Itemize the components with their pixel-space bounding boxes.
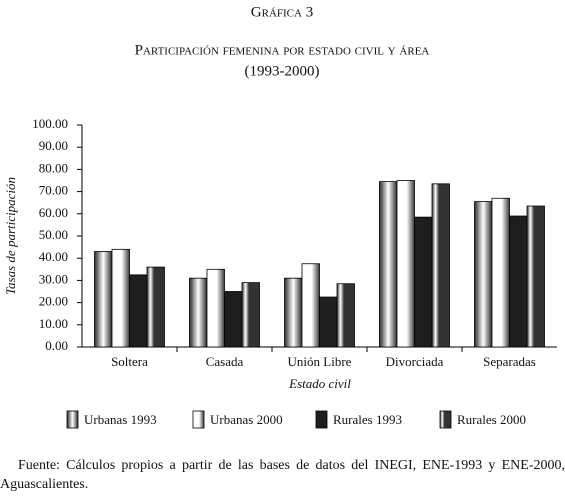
y-tick-label: 70.00 — [39, 183, 68, 198]
chart-subtitle: (1993-2000) — [245, 63, 320, 79]
source-note: Fuente: Cálculos propios a partir de las… — [0, 458, 565, 492]
bar — [336, 283, 355, 348]
legend-swatch — [315, 410, 328, 429]
bar — [526, 205, 545, 348]
y-tick-label: 100.00 — [32, 116, 68, 131]
bar — [146, 266, 165, 348]
legend-label: Urbanas 1993 — [84, 412, 157, 427]
bar — [241, 282, 260, 348]
y-tick-label: 50.00 — [39, 227, 68, 242]
bar — [319, 296, 338, 348]
bar — [301, 263, 320, 348]
y-tick-label: 90.00 — [39, 138, 68, 153]
y-tick-label: 60.00 — [39, 205, 68, 220]
legend-swatch — [192, 410, 205, 429]
bar — [396, 180, 415, 348]
chart-title: Participación femenina por estado civil … — [135, 42, 430, 58]
legend-label: Rurales 2000 — [457, 412, 526, 427]
x-tick-label: Unión Libre — [288, 354, 352, 369]
legend-swatch — [66, 410, 79, 429]
chart: Gráfica 3 Participación femenina por est… — [3, 4, 557, 429]
legend-swatch — [439, 410, 452, 429]
bar — [379, 181, 398, 348]
chart-heading: Gráfica 3 — [251, 4, 313, 20]
x-tick-label: Soltera — [111, 354, 148, 369]
legend-label: Rurales 1993 — [333, 412, 402, 427]
y-tick-label: 80.00 — [39, 160, 68, 175]
bar — [206, 268, 225, 348]
x-tick-label: Separadas — [483, 354, 536, 369]
bar — [474, 201, 493, 348]
y-tick-label: 20.00 — [39, 294, 68, 309]
bar — [189, 277, 208, 348]
bar — [431, 183, 450, 348]
bar — [224, 291, 243, 348]
x-tick-label: Divorciada — [386, 354, 444, 369]
bar — [284, 277, 303, 348]
x-tick-label: Casada — [206, 354, 244, 369]
bar — [129, 274, 148, 348]
bar — [491, 197, 510, 348]
y-tick-label: 30.00 — [39, 271, 68, 286]
bar — [94, 251, 113, 348]
bar — [414, 216, 433, 348]
y-tick-label: 0.00 — [45, 338, 68, 353]
bar — [111, 248, 130, 348]
bar — [509, 215, 528, 348]
y-tick-label: 10.00 — [39, 316, 68, 331]
legend-label: Urbanas 2000 — [210, 412, 283, 427]
y-axis-label: Tasas de participación — [3, 177, 18, 295]
x-axis-label: Estado civil — [288, 376, 351, 391]
y-tick-label: 40.00 — [39, 249, 68, 264]
